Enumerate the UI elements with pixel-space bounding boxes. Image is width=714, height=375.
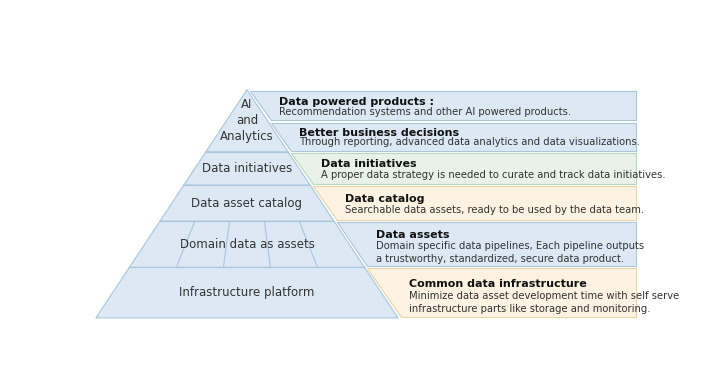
Text: Domain specific data pipelines, Each pipeline outputs
a trustworthy, standardize: Domain specific data pipelines, Each pip… bbox=[376, 241, 644, 264]
Polygon shape bbox=[313, 186, 636, 220]
Text: A proper data strategy is needed to curate and track data initiatives.: A proper data strategy is needed to cura… bbox=[321, 170, 665, 180]
Text: Through reporting, advanced data analytics and data visualizations.: Through reporting, advanced data analyti… bbox=[299, 137, 640, 147]
Text: Data catalog: Data catalog bbox=[345, 194, 425, 204]
Text: Domain data as assets: Domain data as assets bbox=[179, 238, 314, 251]
Polygon shape bbox=[271, 123, 636, 151]
Text: Data initiatives: Data initiatives bbox=[321, 159, 417, 170]
Text: Data initiatives: Data initiatives bbox=[202, 162, 292, 175]
Polygon shape bbox=[291, 153, 636, 184]
Text: Recommendation systems and other AI powered products.: Recommendation systems and other AI powe… bbox=[279, 106, 571, 117]
Text: Better business decisions: Better business decisions bbox=[299, 128, 459, 138]
Polygon shape bbox=[160, 185, 334, 221]
Polygon shape bbox=[367, 268, 636, 317]
Text: AI
and
Analytics: AI and Analytics bbox=[220, 98, 274, 143]
Text: Common data infrastructure: Common data infrastructure bbox=[409, 279, 587, 289]
Text: Data asset catalog: Data asset catalog bbox=[191, 196, 303, 210]
Text: Minimize data asset development time with self serve
infrastructure parts like s: Minimize data asset development time wit… bbox=[409, 291, 679, 314]
Text: Infrastructure platform: Infrastructure platform bbox=[179, 286, 315, 299]
Polygon shape bbox=[206, 90, 288, 152]
Polygon shape bbox=[96, 267, 398, 318]
Text: Data powered products :: Data powered products : bbox=[279, 97, 434, 107]
Text: Searchable data assets, ready to be used by the data team.: Searchable data assets, ready to be used… bbox=[345, 205, 644, 215]
Polygon shape bbox=[129, 221, 365, 267]
Polygon shape bbox=[250, 91, 636, 120]
Polygon shape bbox=[183, 152, 310, 185]
Polygon shape bbox=[337, 222, 636, 266]
Text: Data assets: Data assets bbox=[376, 230, 449, 240]
